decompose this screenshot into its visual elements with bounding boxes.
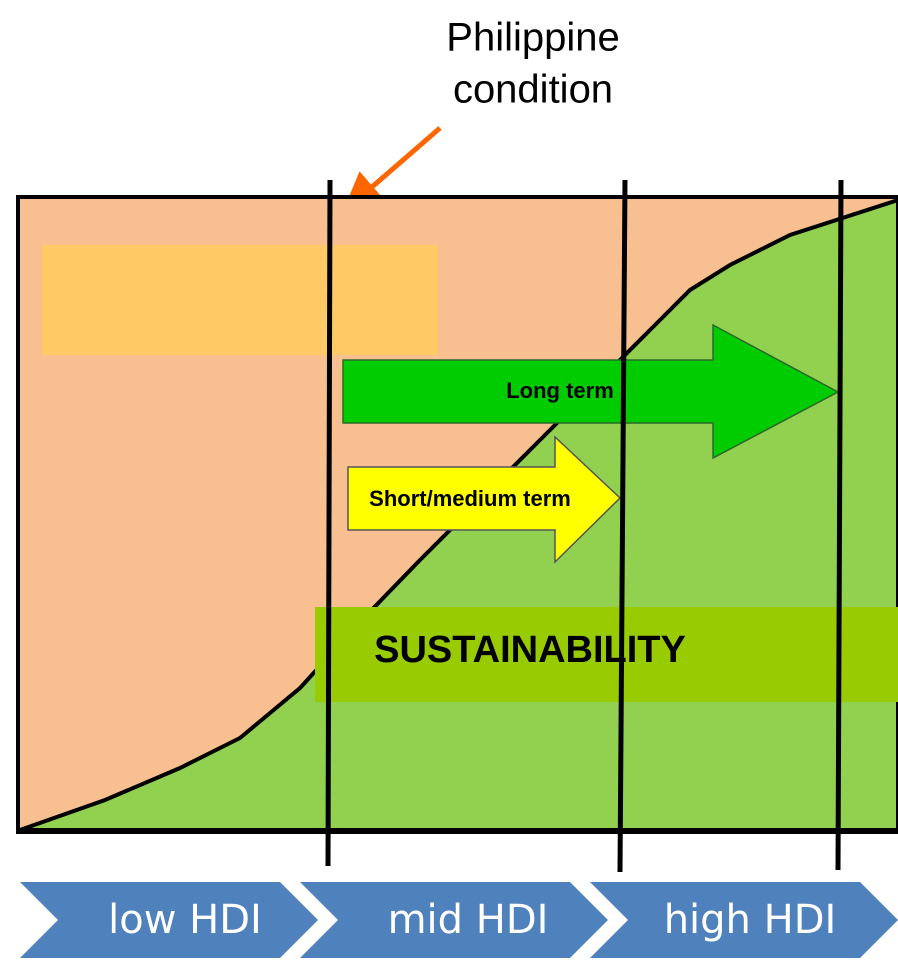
callout-arrow: [342, 126, 442, 213]
long-term-arrow: [342, 323, 840, 460]
arrow-label: Long term: [506, 378, 614, 403]
stage-label: low HDI: [108, 897, 262, 943]
arrow-label: Short/medium term: [369, 486, 571, 511]
stage-divider: [325, 179, 333, 867]
sustainability-band: [315, 607, 898, 702]
band-label: SUSTAINABILITY: [374, 629, 686, 671]
stage-chevron: [300, 882, 608, 958]
stage-label: mid HDI: [388, 897, 549, 943]
stage-chevron: [20, 882, 318, 958]
stage-divider: [835, 179, 844, 871]
stage-label: high HDI: [664, 897, 837, 943]
callout-line: Philippine: [446, 16, 619, 60]
stage-divider: [617, 179, 628, 873]
callout-line: condition: [453, 68, 613, 112]
short-term-arrow: [347, 435, 622, 564]
stage-chevron: [590, 882, 898, 958]
placeholder-box: [42, 245, 438, 355]
